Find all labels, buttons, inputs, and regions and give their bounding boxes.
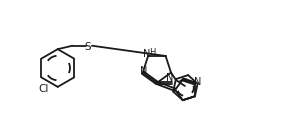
Text: Cl: Cl — [38, 84, 49, 94]
Text: N: N — [143, 50, 151, 59]
Text: S: S — [84, 42, 91, 52]
Text: N: N — [194, 77, 202, 87]
Text: H: H — [149, 47, 155, 57]
Text: N: N — [166, 73, 174, 83]
Text: N: N — [140, 66, 147, 76]
